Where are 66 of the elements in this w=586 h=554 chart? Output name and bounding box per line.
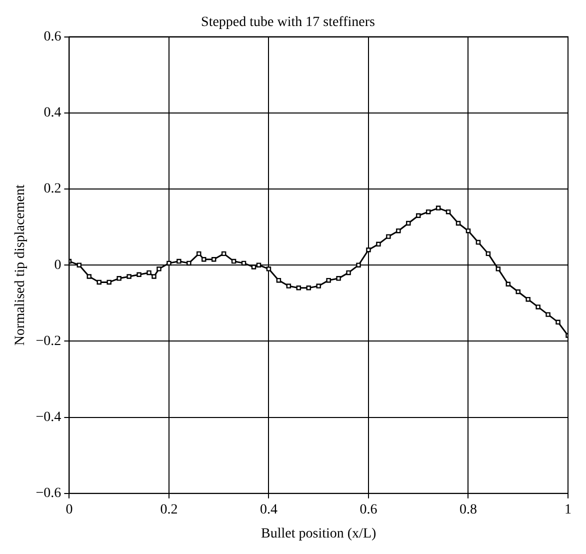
point bbox=[426, 209, 431, 214]
point bbox=[446, 209, 451, 214]
point bbox=[221, 251, 226, 256]
point bbox=[376, 242, 381, 247]
point bbox=[186, 260, 192, 266]
point bbox=[436, 206, 441, 210]
point bbox=[241, 260, 246, 266]
x-tick-label: 1 bbox=[564, 502, 572, 518]
point bbox=[276, 278, 282, 283]
y-axis-title: Normalised tip displacement bbox=[13, 184, 28, 346]
point bbox=[506, 282, 511, 286]
y-tick-label: 0.2 bbox=[44, 182, 62, 197]
point bbox=[196, 251, 202, 256]
point bbox=[146, 270, 152, 276]
point bbox=[306, 286, 311, 290]
point bbox=[326, 278, 331, 283]
point bbox=[126, 274, 132, 279]
x-tick-label: 0.8 bbox=[459, 502, 477, 518]
point bbox=[386, 234, 391, 239]
point bbox=[76, 262, 82, 268]
point bbox=[231, 258, 236, 264]
point bbox=[296, 286, 302, 290]
point bbox=[256, 262, 262, 268]
point bbox=[86, 274, 92, 279]
y-tick-label: 0.6 bbox=[44, 29, 62, 44]
point bbox=[476, 240, 481, 245]
y-tick-label: −0.6 bbox=[36, 486, 62, 502]
point bbox=[556, 320, 560, 325]
point bbox=[496, 266, 501, 272]
point bbox=[356, 262, 361, 268]
point bbox=[366, 248, 371, 252]
point bbox=[416, 213, 421, 218]
point bbox=[166, 260, 172, 266]
point bbox=[116, 276, 122, 281]
point bbox=[211, 257, 216, 262]
x-tick-label: 0.6 bbox=[360, 502, 378, 518]
point bbox=[96, 280, 102, 285]
x-tick-label: 0.2 bbox=[160, 502, 178, 518]
point bbox=[486, 251, 491, 256]
y-tick-label: −0.2 bbox=[36, 334, 62, 349]
chart-title: Stepped tube with 17 steffiners bbox=[201, 15, 375, 30]
point bbox=[546, 312, 550, 317]
point bbox=[406, 220, 411, 226]
y-tick-label: 0.4 bbox=[44, 106, 62, 121]
point bbox=[396, 228, 401, 234]
point bbox=[516, 289, 520, 294]
point bbox=[106, 280, 112, 285]
y-tick-label: 0 bbox=[54, 258, 62, 273]
point bbox=[316, 284, 321, 288]
point bbox=[336, 276, 341, 281]
point bbox=[346, 270, 351, 276]
point bbox=[136, 272, 142, 277]
point bbox=[266, 266, 272, 272]
x-axis-title: Bullet position (x/L) bbox=[261, 526, 376, 542]
point bbox=[176, 258, 182, 264]
point bbox=[536, 304, 540, 310]
point bbox=[456, 220, 461, 226]
point bbox=[466, 228, 471, 234]
point bbox=[202, 257, 206, 262]
point bbox=[526, 296, 530, 302]
y-tick-label: −0.4 bbox=[36, 410, 62, 425]
point bbox=[152, 274, 156, 279]
x-tick-label: 0.4 bbox=[260, 502, 278, 518]
point bbox=[156, 266, 162, 272]
x-tick-label: 0 bbox=[66, 502, 73, 518]
point bbox=[286, 284, 292, 288]
